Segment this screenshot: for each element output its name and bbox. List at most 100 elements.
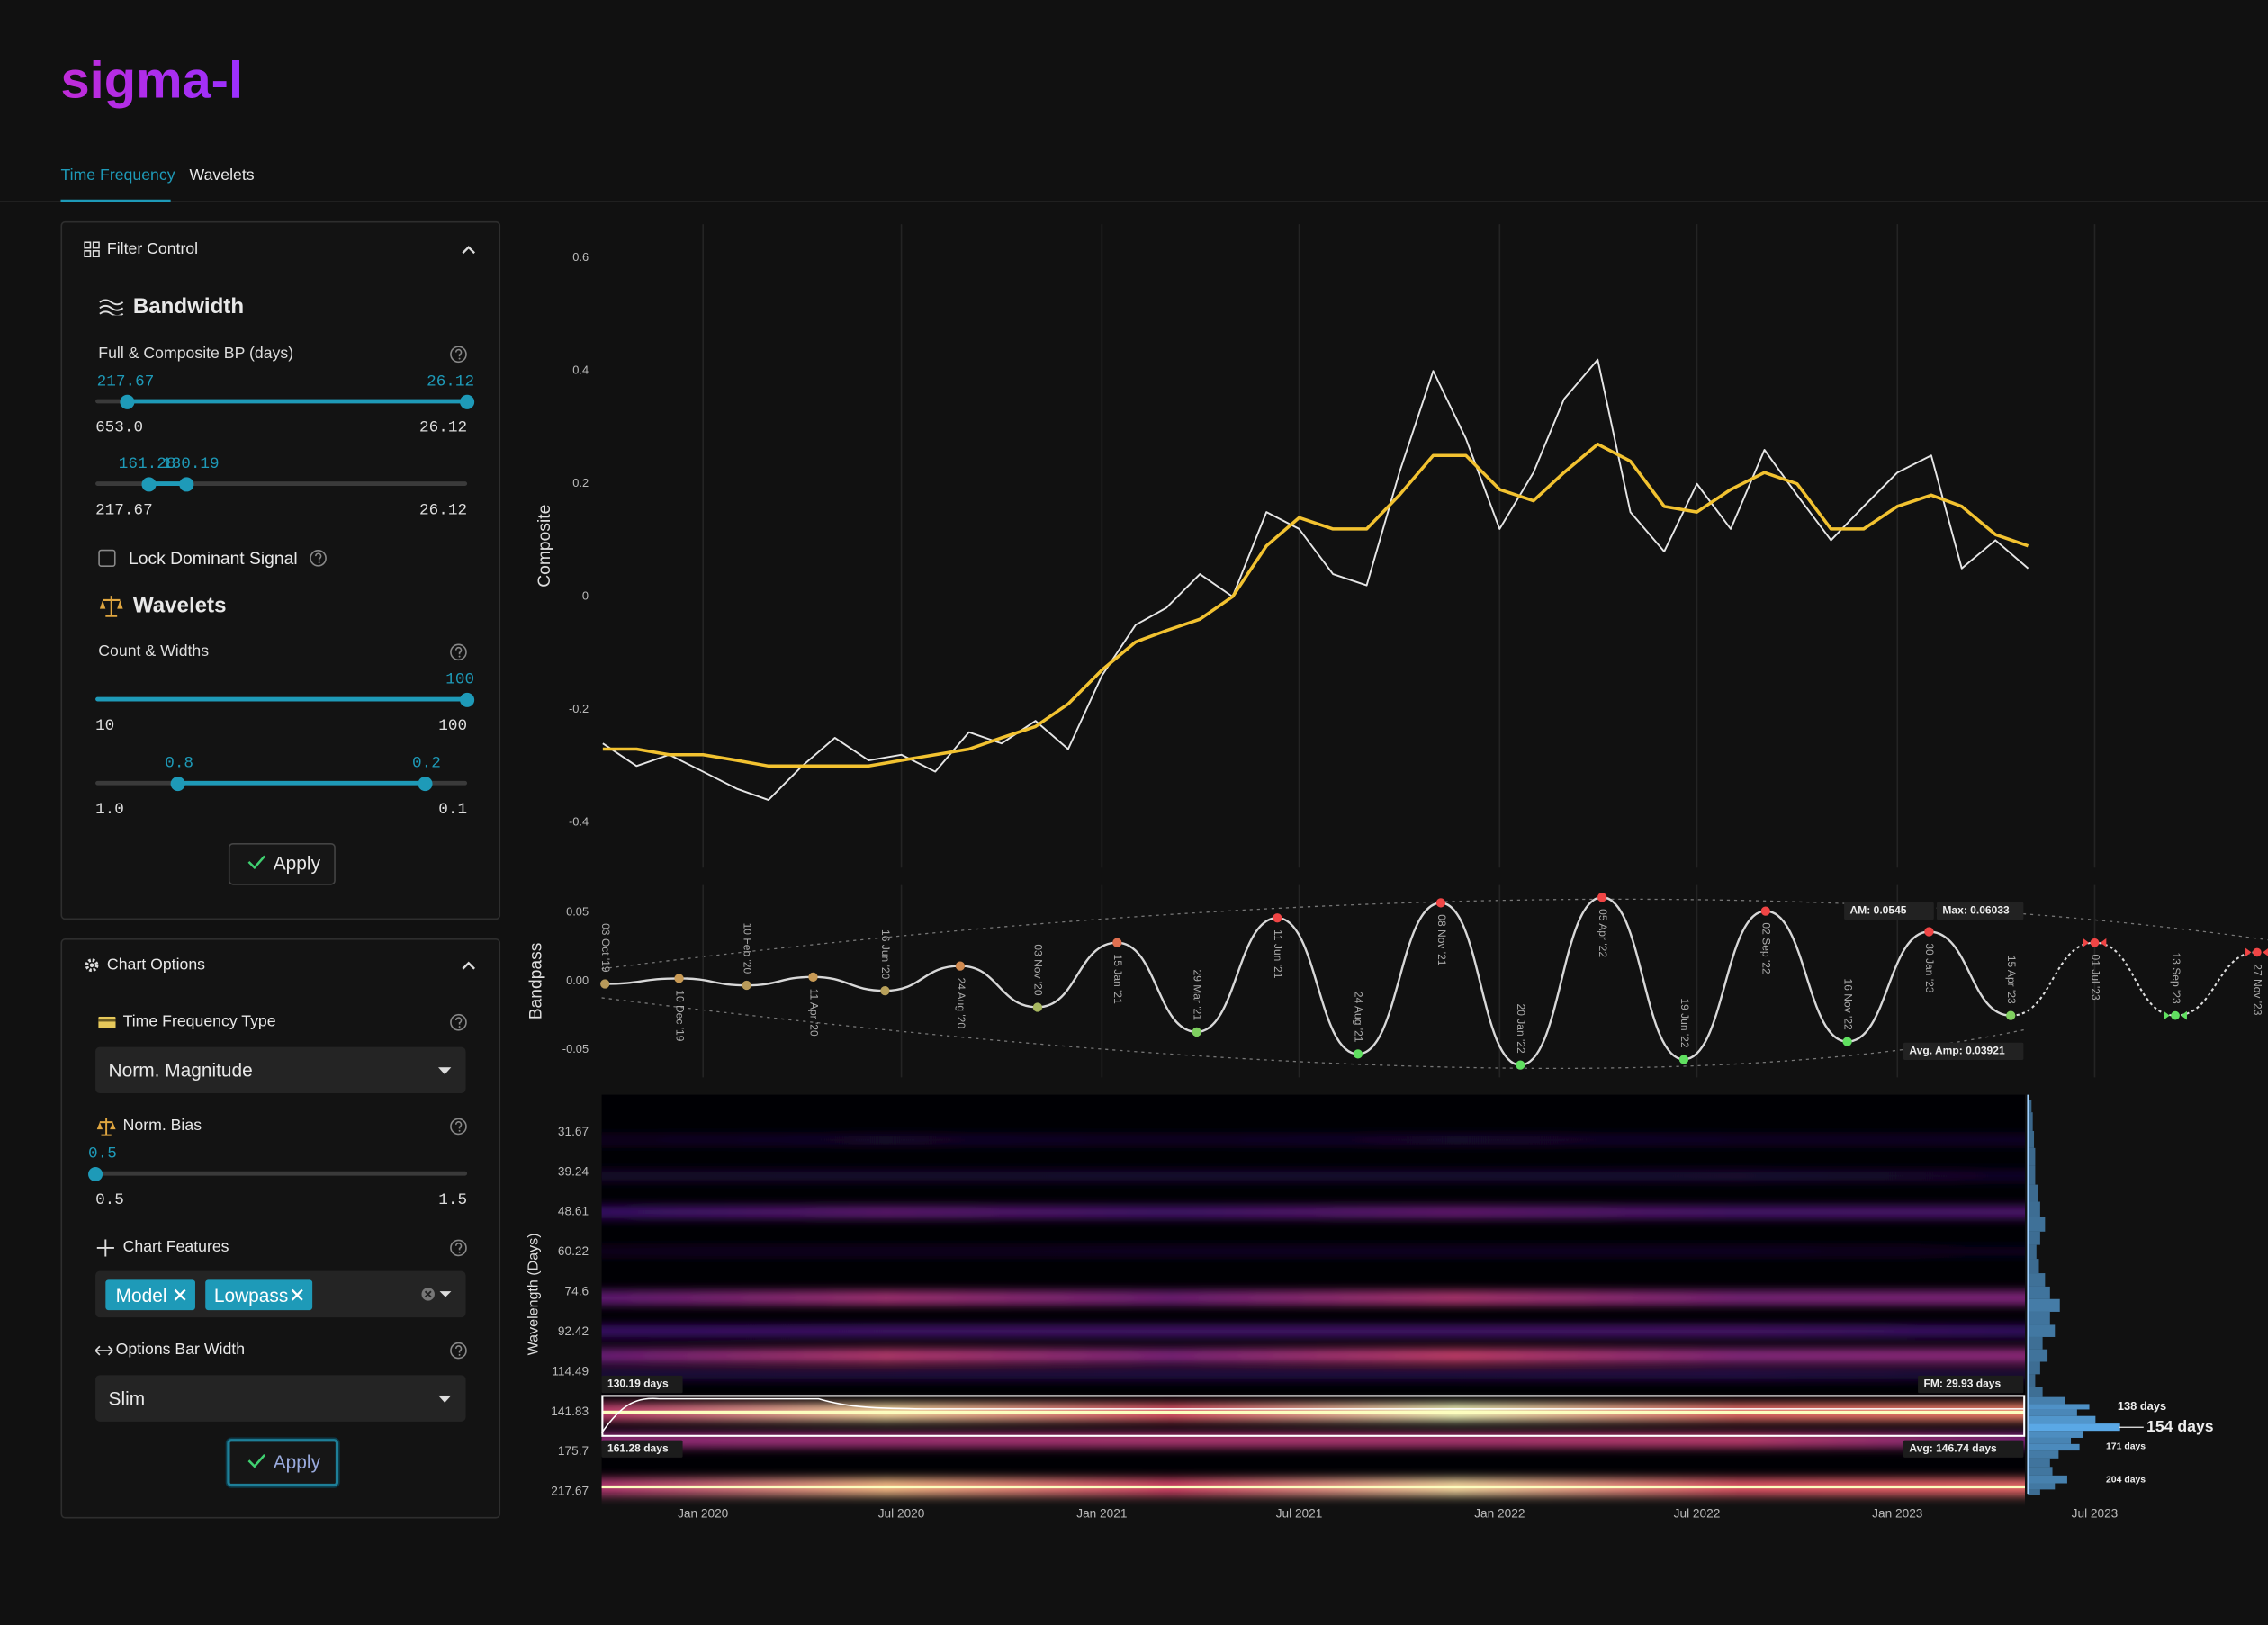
projection-line	[2011, 941, 2257, 1017]
select-value[interactable]: Slim	[108, 1387, 146, 1410]
slider-knob[interactable]	[418, 777, 433, 792]
spectrogram-band	[601, 1324, 2026, 1337]
slider-knob[interactable]	[170, 777, 185, 792]
button-label[interactable]: Apply	[273, 1450, 321, 1473]
panel-title: Filter Control	[106, 240, 199, 258]
spectrum-bar	[2028, 1184, 2038, 1202]
spectrum-bar	[2028, 1361, 2040, 1375]
field-label: Norm. Bias	[122, 1117, 202, 1135]
turning-point-label: 05 Apr '22	[1597, 909, 1609, 957]
slider-knob[interactable]	[460, 394, 475, 409]
lower-envelope	[601, 997, 2026, 1070]
apply-button[interactable]	[227, 1439, 339, 1487]
spectrum-bar	[2028, 1387, 2043, 1397]
slider-knob[interactable]	[141, 477, 157, 492]
y-tick-label: 0.05	[566, 904, 589, 918]
max-annotation-box	[1936, 902, 2024, 920]
select[interactable]	[95, 1046, 466, 1094]
check-icon	[248, 1453, 266, 1468]
turning-point-label: 03 Oct '19	[599, 923, 612, 973]
clear-and-dropdown[interactable]	[421, 1287, 453, 1301]
turning-point-label: 11 Apr '20	[807, 989, 820, 1037]
apply-button[interactable]	[228, 842, 336, 885]
amplitude-annotation-box	[1844, 902, 1934, 920]
spectrum-bar	[2028, 1431, 2084, 1438]
slider-value: 217.67	[96, 373, 155, 391]
spectrogram-band	[601, 1206, 2026, 1218]
spectrum-bar	[2028, 1415, 2096, 1424]
help-icon[interactable]	[450, 1239, 467, 1257]
tab[interactable]: Wavelets	[189, 166, 255, 184]
tag-remove[interactable]	[174, 1288, 186, 1301]
turning-point-label: 27 Nov '23	[2252, 964, 2264, 1016]
slider-knob[interactable]	[460, 692, 475, 707]
card-icon	[98, 1016, 116, 1028]
y-tick-label: 141.83	[551, 1405, 589, 1418]
dropdown-arrow[interactable]	[437, 1067, 452, 1075]
feature-tag[interactable]	[205, 1279, 313, 1311]
y-tick-label: 31.67	[558, 1125, 589, 1138]
select[interactable]	[95, 1375, 466, 1422]
tag-remove[interactable]	[291, 1288, 303, 1301]
turning-point-label: 30 Jan '23	[1923, 943, 1936, 993]
collapse-toggle[interactable]	[462, 245, 476, 255]
spectrum-bar	[2028, 1437, 2072, 1444]
turning-point-label: 11 Jun '21	[1272, 929, 1284, 979]
slider-knob[interactable]	[120, 394, 135, 409]
help-icon[interactable]	[450, 1118, 467, 1136]
slider-value: 130.19	[162, 456, 220, 474]
help-icon[interactable]	[310, 550, 327, 567]
select-value[interactable]: Norm. Magnitude	[108, 1059, 253, 1082]
spectrum-bar	[2028, 1231, 2040, 1245]
help-icon[interactable]	[450, 346, 467, 364]
filter-panel	[60, 220, 501, 920]
spectrogram-band	[601, 1246, 2026, 1257]
turning-point	[1760, 906, 1770, 916]
collapse-toggle[interactable]	[462, 960, 476, 970]
slider-knob[interactable]	[179, 477, 194, 492]
turning-point	[1516, 1060, 1526, 1070]
spectrogram-band	[601, 1171, 2026, 1181]
turning-point	[955, 961, 966, 971]
spectrum-bar	[2028, 1489, 2040, 1495]
x-tick-label: Jan 2022	[1474, 1506, 1525, 1520]
y-tick-label: -0.2	[569, 702, 589, 715]
spectrogram-band	[601, 1348, 2026, 1363]
help-icon[interactable]	[450, 643, 467, 661]
band-edge-label-box	[601, 1375, 683, 1394]
turning-point	[1678, 1055, 1689, 1064]
slider-max: 100	[438, 717, 468, 736]
tag-label: Lowpass	[213, 1284, 289, 1307]
projection-marker	[2083, 938, 2090, 947]
series-line	[602, 358, 2030, 802]
checkbox-label[interactable]: Lock Dominant Signal	[129, 548, 298, 569]
turning-point-label: 29 Mar '21	[1192, 970, 1204, 1021]
turning-point	[1598, 893, 1607, 902]
options-panel	[60, 938, 501, 1519]
turning-point-label: 01 Jul '23	[2089, 955, 2102, 1001]
tab[interactable]: Time Frequency	[60, 166, 176, 184]
y-tick-label: -0.05	[562, 1042, 589, 1055]
max-annotation: Max: 0.06033	[1942, 904, 2010, 917]
spectrum-bar	[2028, 1467, 2053, 1476]
turning-point-label: 15 Apr '23	[2005, 956, 2018, 1004]
slider-min: 653.0	[95, 419, 144, 438]
dropdown-arrow[interactable]	[437, 1395, 452, 1403]
spectrum-bar	[2028, 1147, 2036, 1166]
slider-value: 26.12	[427, 373, 475, 391]
button-label[interactable]: Apply	[273, 852, 321, 875]
spectrum-bar	[2028, 1201, 2040, 1217]
turning-point	[1112, 938, 1122, 947]
turning-point-label: 10 Feb '20	[741, 923, 753, 974]
slider-fill	[148, 481, 187, 487]
checkbox[interactable]	[98, 549, 116, 568]
grid-icon	[84, 241, 100, 258]
help-icon[interactable]	[450, 1342, 467, 1360]
band-highlight	[601, 1395, 2026, 1437]
x-tick-label: Jan 2020	[678, 1506, 729, 1520]
help-icon[interactable]	[450, 1013, 467, 1031]
section-title: Bandwidth	[132, 294, 245, 319]
width-icon	[95, 1345, 113, 1356]
slider-knob[interactable]	[88, 1166, 104, 1182]
